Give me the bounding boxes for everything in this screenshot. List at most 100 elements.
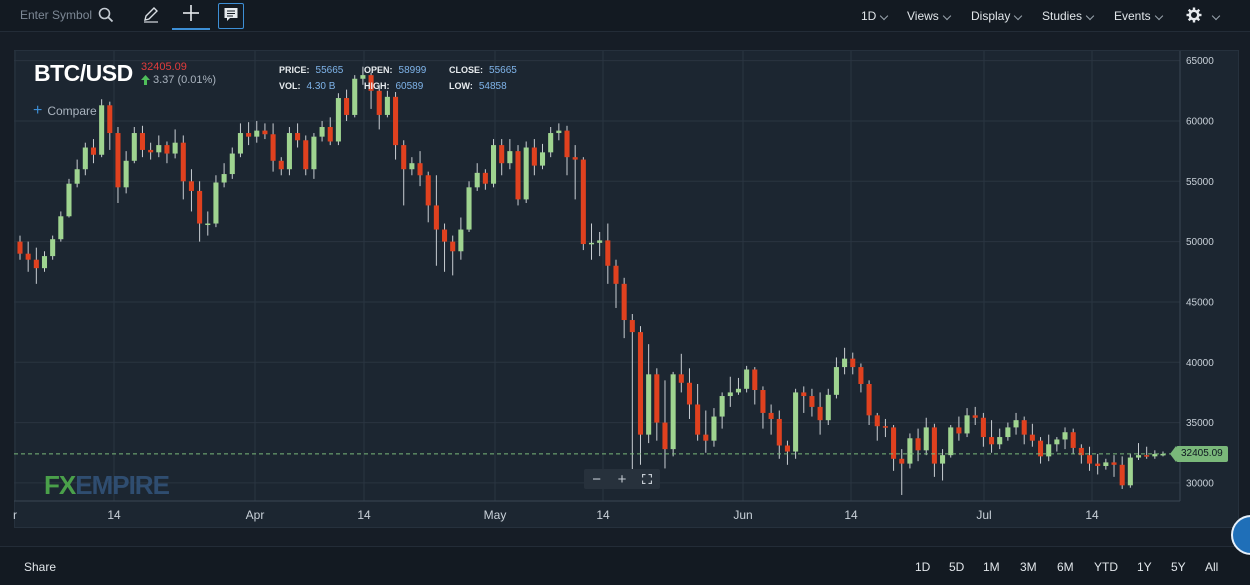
candle-body — [482, 172, 488, 184]
range-6m-button[interactable]: 6M — [1057, 560, 1074, 574]
candle-body — [442, 229, 448, 242]
candle-body — [180, 142, 186, 182]
share-button[interactable]: Share — [24, 560, 57, 574]
candle-body — [548, 133, 554, 153]
candlestick-chart[interactable]: 30000 35000 40000 45000 50000 55000 60000 65000… — [0, 0, 1250, 546]
range-ytd-button[interactable]: YTD — [1094, 560, 1118, 574]
candle-body — [735, 388, 741, 393]
candle-body — [948, 427, 954, 456]
views-menu[interactable]: Views — [907, 0, 951, 32]
candle-body — [172, 142, 178, 154]
candle-body — [882, 426, 888, 428]
range-1y-button[interactable]: 1Y — [1137, 560, 1152, 574]
candle-body — [1005, 427, 1011, 438]
range-3m-button[interactable]: 3M — [1020, 560, 1037, 574]
candle-body — [866, 383, 872, 416]
draw-tool-button[interactable] — [138, 2, 164, 30]
events-menu[interactable]: Events — [1114, 0, 1163, 32]
candle-body — [25, 253, 31, 260]
candle-body — [148, 149, 154, 153]
range-1d-button[interactable]: 1D — [915, 560, 931, 574]
studies-menu[interactable]: Studies — [1042, 0, 1094, 32]
candle-body — [784, 445, 790, 452]
candle-body — [940, 455, 946, 464]
candle-body — [711, 416, 717, 441]
candle-body — [401, 145, 407, 170]
range-5d-button[interactable]: 5D — [949, 560, 965, 574]
y-tick-label: 50000 — [1186, 237, 1214, 248]
candle-body — [1078, 447, 1084, 456]
range-5y-button[interactable]: 5Y — [1171, 560, 1186, 574]
x-tick-label: Jun — [733, 508, 752, 522]
compare-label: Compare — [47, 104, 97, 118]
candle-body — [703, 434, 709, 441]
candle-body — [1135, 455, 1142, 458]
range-1m-button[interactable]: 1M — [983, 560, 1000, 574]
candle-body — [1144, 455, 1150, 457]
x-tick-label: 14 — [1085, 508, 1099, 522]
y-tick-label: 60000 — [1186, 116, 1214, 127]
symbol-input[interactable] — [10, 4, 96, 26]
symbol-title: BTC/USD — [34, 60, 133, 86]
stat-open-label: OPEN: — [364, 65, 393, 75]
y-tick-label: 40000 — [1186, 358, 1214, 369]
range-all-button[interactable]: All — [1205, 560, 1219, 574]
y-tick-label: 65000 — [1186, 56, 1214, 67]
candle-body — [490, 145, 497, 184]
candle-body — [74, 169, 80, 184]
settings-menu[interactable] — [1186, 0, 1220, 32]
candle-body — [311, 136, 317, 170]
stat-close-label: CLOSE: — [449, 65, 484, 75]
candle-body — [376, 90, 382, 115]
minus-icon: − — [592, 470, 602, 488]
y-tick-label: 45000 — [1186, 297, 1214, 308]
candle-body — [980, 417, 986, 438]
zoom-in-button[interactable]: + — [613, 470, 631, 488]
candle-body — [319, 127, 325, 137]
candle-body — [1127, 457, 1133, 486]
candle-body — [809, 396, 815, 407]
candle-body — [1062, 432, 1068, 440]
interval-menu-label: 1D — [861, 9, 877, 23]
candle-body — [531, 147, 537, 166]
candle-body — [515, 151, 521, 200]
candle-body — [123, 160, 129, 188]
x-tick-label: r — [13, 508, 17, 522]
gear-icon — [1186, 7, 1202, 26]
candle-body — [833, 367, 839, 395]
candle-body — [205, 223, 211, 226]
candle-body — [597, 240, 603, 243]
symbol-search — [10, 3, 124, 27]
candle-body — [1103, 462, 1109, 467]
bottom-bar: Share 1D 5D 1M 3M 6M YTD 1Y 5Y All — [0, 546, 1250, 585]
candle-body — [915, 438, 921, 451]
candle-body — [229, 153, 235, 175]
candle-body — [923, 427, 929, 451]
candle-body — [850, 358, 856, 368]
candle-body — [964, 415, 970, 434]
candle-body — [466, 187, 472, 230]
plot-area — [14, 51, 1180, 501]
candle-body — [1021, 420, 1027, 435]
display-menu[interactable]: Display — [971, 0, 1022, 32]
candle-body — [1054, 439, 1060, 445]
candle-body — [556, 130, 562, 134]
crosshair-tool-button[interactable] — [172, 2, 210, 30]
compare-button[interactable]: + Compare — [33, 103, 97, 119]
candle-body — [907, 438, 913, 464]
stat-open-value: 58999 — [398, 65, 427, 76]
interval-menu[interactable]: 1D — [861, 0, 888, 32]
candle-body — [637, 332, 644, 435]
pencil-icon — [142, 5, 160, 28]
y-tick-label: 35000 — [1186, 418, 1214, 429]
fullscreen-button[interactable] — [638, 470, 656, 488]
candle-body — [499, 145, 505, 164]
x-tick-label: 14 — [357, 508, 371, 522]
x-tick-label: May — [484, 508, 507, 522]
zoom-out-button[interactable]: − — [588, 470, 606, 488]
candle-body — [760, 390, 766, 413]
search-icon[interactable] — [96, 5, 116, 25]
stat-price-value: 55665 — [315, 65, 344, 76]
candle-body — [588, 242, 595, 245]
notes-tool-button[interactable] — [218, 3, 244, 29]
